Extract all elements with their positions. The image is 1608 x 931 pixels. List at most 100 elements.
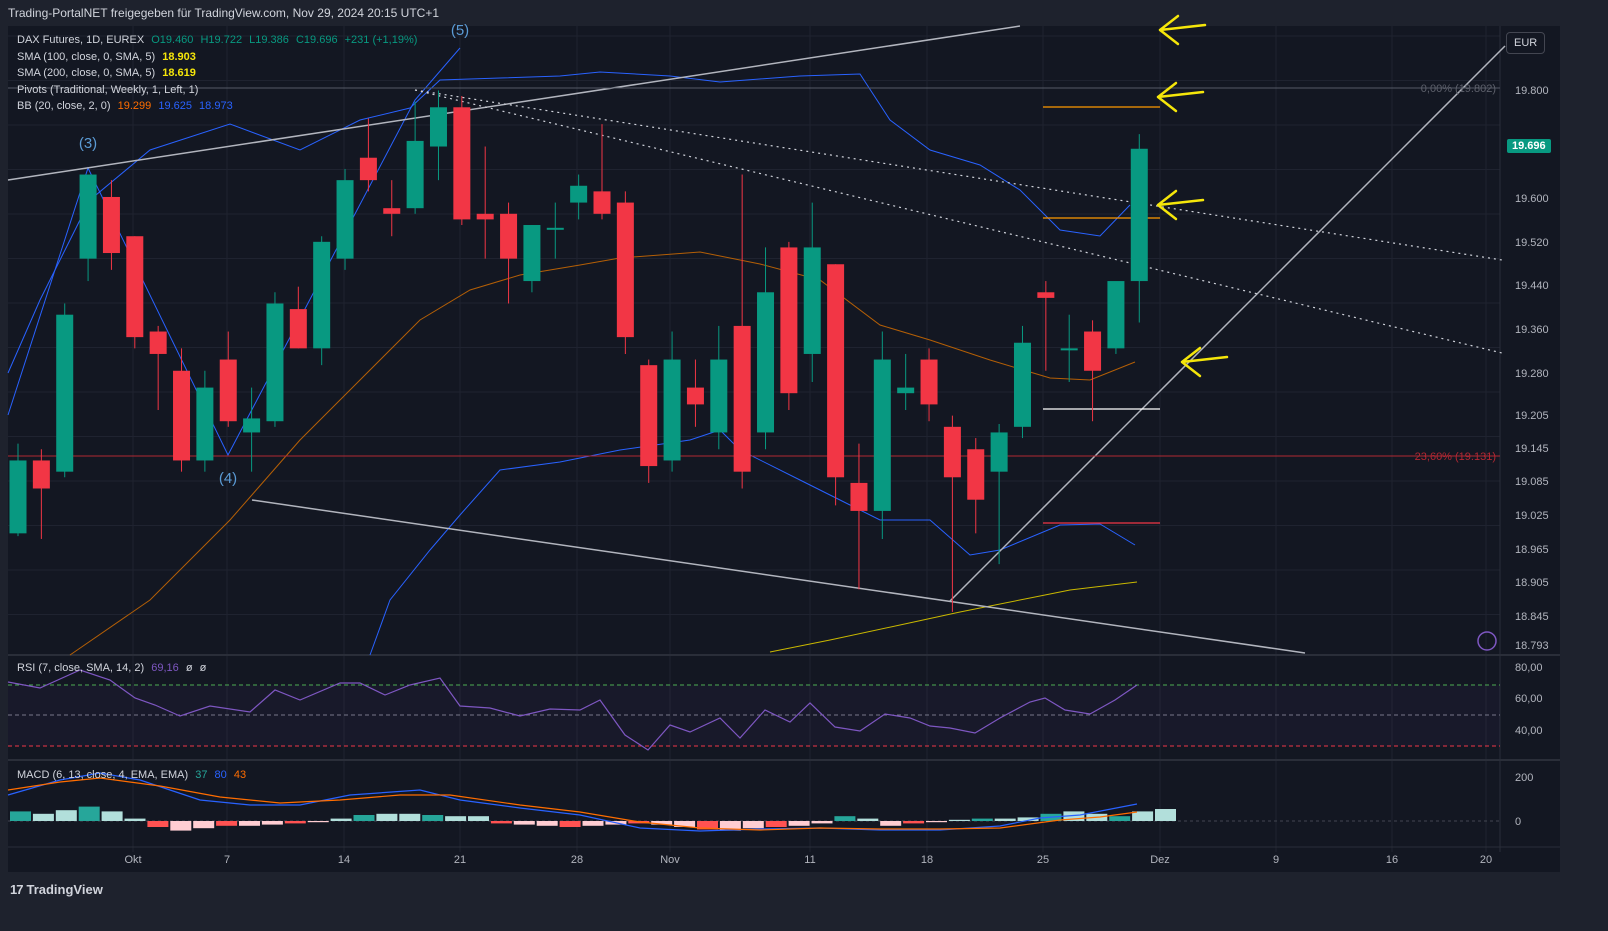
- candle-body: [757, 292, 775, 433]
- price-tick-label: 19.085: [1515, 476, 1549, 488]
- legend-sma200[interactable]: SMA (200, close, 0, SMA, 5) 18.619: [17, 65, 417, 82]
- candle-body: [149, 331, 167, 354]
- time-tick-label: 28: [571, 854, 583, 866]
- legend-bb-lower: 18.973: [199, 100, 233, 112]
- macd-histogram-bar: [742, 821, 764, 829]
- time-tick-label: 14: [338, 854, 350, 866]
- price-tick-label: 19.600: [1515, 193, 1549, 205]
- candle-body: [850, 482, 868, 511]
- macd-histogram-bar: [490, 821, 512, 824]
- candle-body: [1037, 292, 1055, 298]
- currency-button[interactable]: EUR: [1506, 32, 1546, 54]
- legend-sma100-value: 18.903: [162, 50, 196, 63]
- upper-channel-line: [7, 25, 1021, 181]
- candle-body: [173, 370, 191, 461]
- legend-sma200-label: SMA (200, close, 0, SMA, 5): [17, 67, 156, 79]
- macd-legend[interactable]: MACD (6, 13, close, 4, EMA, EMA) 37 80 4…: [17, 767, 246, 784]
- macd-histogram-bar: [284, 821, 306, 824]
- candle-body: [663, 359, 681, 461]
- candle-body: [9, 460, 27, 534]
- legend-bb-basis: 19.299: [117, 100, 152, 112]
- price-tick-label: 18.845: [1515, 611, 1549, 623]
- macd-histogram-bar: [261, 821, 283, 825]
- dotted-trend-line-2: [414, 89, 1503, 354]
- tradingview-logo[interactable]: 17 TradingView: [10, 882, 103, 897]
- time-tick-label: 9: [1273, 854, 1279, 866]
- candle-body: [1013, 342, 1031, 427]
- macd-histogram-bar: [948, 819, 970, 821]
- rsi-legend[interactable]: RSI (7, close, SMA, 14, 2) 69,16 ø ø: [17, 660, 206, 677]
- macd-histogram-bar: [926, 821, 947, 823]
- wave-path: [7, 47, 461, 457]
- chart-canvas[interactable]: 19.800 19.600 19.520 19.440 19.360 19.280 19.2…: [0, 0, 1568, 908]
- candle-body: [640, 365, 658, 467]
- candle-body: [873, 359, 891, 511]
- legend-open: O19.460: [151, 34, 194, 46]
- macd-histogram-bar: [903, 821, 925, 824]
- legend-close: C19.696: [295, 34, 338, 46]
- macd-legend-hist: 37: [195, 769, 208, 781]
- candle-body: [897, 387, 915, 394]
- candle-body: [79, 174, 97, 259]
- candle-body: [336, 180, 354, 259]
- fib-level-label: 0,00% (19.802): [1421, 83, 1496, 95]
- time-tick-label: 18: [921, 854, 933, 866]
- candle-body: [406, 140, 424, 209]
- rsi-legend-label: RSI (7, close, SMA, 14, 2): [17, 662, 145, 674]
- wave-label: (4): [219, 470, 237, 487]
- legend-pivots-label: Pivots (Traditional, Weekly, 1, Left, 1): [17, 83, 199, 96]
- candle-body: [453, 107, 471, 220]
- legend-sma100[interactable]: SMA (100, close, 0, SMA, 5) 18.903: [17, 49, 417, 66]
- candle-body: [266, 303, 284, 422]
- legend-sma200-value: 18.619: [162, 67, 196, 79]
- tradingview-wordmark: TradingView: [26, 882, 103, 897]
- macd-histogram-bar: [422, 815, 444, 821]
- macd-histogram-bar: [857, 818, 879, 821]
- annotation-arrow-icon: [1156, 189, 1205, 221]
- macd-histogram-bar: [101, 811, 123, 821]
- macd-histogram-bar: [32, 813, 54, 821]
- candle-body: [616, 202, 634, 338]
- candle-body: [1130, 148, 1148, 282]
- macd-legend-label: MACD (6, 13, close, 4, EMA, EMA): [17, 769, 189, 781]
- macd-histogram-bar: [353, 815, 375, 821]
- macd-histogram-bar: [559, 821, 581, 827]
- candle-body: [1084, 331, 1102, 371]
- macd-signal-line: [7, 777, 1138, 831]
- macd-histogram-bar: [651, 821, 673, 825]
- macd-histogram-bar: [674, 821, 696, 827]
- candle-body: [383, 208, 401, 214]
- macd-histogram-bar: [1155, 809, 1176, 821]
- time-tick-label: 25: [1037, 854, 1049, 866]
- annotation-arrow-icon: [1158, 14, 1207, 46]
- macd-histogram-bar: [124, 818, 146, 821]
- rsi-legend-v3: ø: [199, 662, 207, 674]
- legend-pivots[interactable]: Pivots (Traditional, Weekly, 1, Left, 1): [17, 82, 417, 99]
- candle-body: [313, 241, 331, 349]
- macd-histogram-bar: [834, 816, 856, 821]
- lower-channel-line: [251, 499, 1306, 654]
- scroll-to-realtime-icon[interactable]: [1477, 631, 1497, 651]
- rsi-tick-label: 60,00: [1515, 693, 1543, 705]
- macd-histogram-bar: [1017, 817, 1039, 821]
- time-tick-label: Nov: [660, 854, 680, 866]
- macd-histogram-bar: [445, 816, 467, 821]
- candle-body: [476, 213, 494, 220]
- share-header: Trading-PortalNET freigegeben für Tradin…: [0, 0, 1568, 26]
- chart-frame[interactable]: [8, 26, 1560, 872]
- candle-body: [56, 314, 74, 472]
- price-tick-label: 19.800: [1515, 85, 1549, 97]
- rsi-band: [8, 685, 1500, 746]
- candle-body: [780, 247, 798, 394]
- legend-symbol-label: DAX Futures, 1D, EUREX: [17, 34, 145, 46]
- candle-body: [967, 449, 985, 500]
- macd-histogram-bar: [399, 813, 421, 821]
- macd-histogram-bar: [788, 821, 810, 826]
- price-tick-label: 19.520: [1515, 237, 1549, 249]
- candle-body: [289, 309, 307, 349]
- price-tick-label: 19.360: [1515, 324, 1549, 336]
- legend-bb-upper: 19.625: [158, 100, 192, 112]
- price-tick-label: 18.965: [1515, 544, 1549, 556]
- candle-body: [570, 185, 588, 203]
- legend-bb[interactable]: BB (20, close, 2, 0) 19.299 19.625 18.97…: [17, 98, 417, 115]
